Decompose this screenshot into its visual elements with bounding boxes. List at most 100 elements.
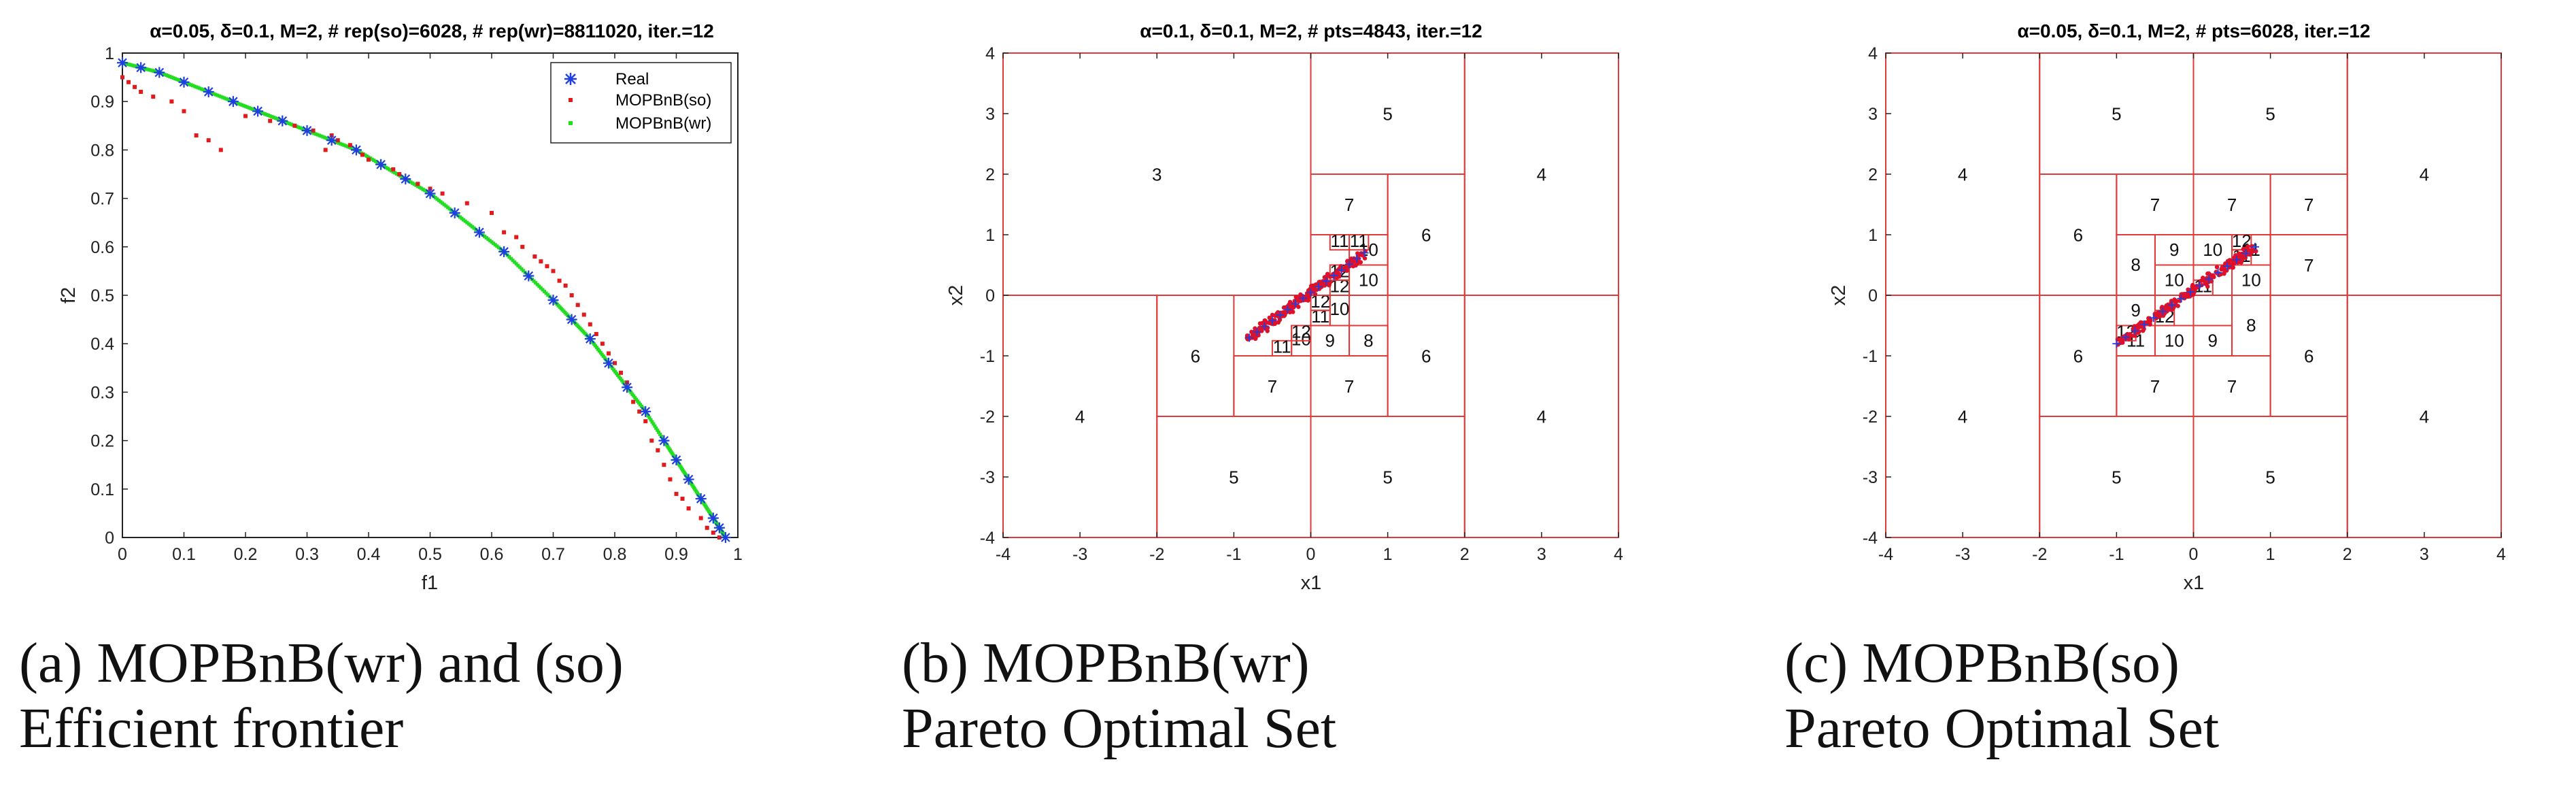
cell-label: 5 (1383, 467, 1392, 487)
wr-point (617, 375, 621, 379)
so-point (502, 230, 507, 235)
wr-point (349, 146, 353, 150)
chart-0-xtick-label: 0.7 (541, 545, 565, 564)
chart-0-ytick-label: 0.8 (90, 141, 114, 160)
so-point (520, 244, 525, 249)
wr-point (650, 420, 654, 424)
wr-point (175, 78, 179, 82)
so-point (243, 114, 248, 118)
cell-label: 11 (1311, 306, 1329, 327)
solution-point (2231, 261, 2237, 266)
wr-point (492, 242, 496, 246)
chart-frontier: α=0.05, δ=0.1, M=2, # rep(so)=6028, # re… (58, 20, 743, 594)
cell-label: 7 (2150, 195, 2160, 215)
wr-point (186, 82, 190, 86)
chart-2-ytick-label: 2 (1868, 165, 1878, 184)
wr-point (629, 391, 633, 395)
wr-point (522, 269, 526, 273)
wr-point (243, 104, 248, 108)
wr-point (342, 143, 346, 147)
solution-point (1358, 260, 1363, 265)
wr-point (196, 86, 200, 90)
chart-0-ytick-label: 0.9 (90, 93, 114, 112)
chart-b-ylabel: x2 (945, 285, 967, 306)
chart-pareto-wr: α=0.1, δ=0.1, M=2, # pts=4843, iter.=12 … (945, 20, 1623, 594)
legend-box (550, 62, 732, 144)
wr-point (639, 404, 643, 408)
solution-point (2223, 261, 2228, 266)
real-point (1276, 311, 1285, 320)
wr-point (301, 127, 305, 131)
wr-point (421, 187, 425, 191)
real-point (2167, 301, 2176, 310)
wr-point (656, 428, 660, 432)
cell-label: 4 (2420, 406, 2429, 427)
chart-1-xtick-label: 2 (1460, 545, 1470, 564)
wr-point (483, 235, 487, 239)
wr-point (651, 422, 656, 426)
chart-2-xtick-label: -3 (1955, 545, 1970, 564)
real-point (1337, 265, 1346, 274)
so-point (551, 269, 556, 274)
real-point (523, 270, 535, 282)
wr-point (535, 282, 539, 286)
wr-point (337, 141, 341, 145)
so-point (656, 448, 660, 452)
solution-point (1362, 256, 1368, 261)
wr-point (424, 189, 428, 193)
chart-0-ytick-label: 0.6 (90, 238, 114, 257)
chart-1-ytick-label: -3 (980, 468, 995, 487)
wr-point (600, 352, 604, 357)
solution-point (1244, 333, 1250, 338)
wr-point (321, 135, 325, 139)
wr-point (437, 199, 441, 203)
real-point (154, 67, 165, 78)
chart-1-xtick-label: 0 (1306, 545, 1316, 564)
chart-0-ytick-label: 0 (105, 529, 114, 548)
wr-point (198, 86, 202, 90)
caption-a-line1: (a) MOPBnB(wr) and (so) (19, 631, 624, 695)
wr-point (340, 142, 344, 146)
wr-point (393, 171, 397, 175)
chart-0-ytick-label: 0.2 (90, 432, 114, 451)
so-point (557, 278, 562, 283)
solution-point (1351, 264, 1356, 269)
wr-point (653, 424, 657, 428)
wr-point (409, 180, 413, 184)
cell-label: 6 (2073, 346, 2083, 366)
solution-point (1283, 310, 1288, 316)
wr-point (271, 116, 275, 120)
chart-2-ytick-label: 0 (1868, 286, 1878, 305)
wr-point (384, 165, 388, 169)
so-point (514, 235, 519, 239)
cell-label: 10 (2241, 269, 2261, 290)
so-point (139, 89, 143, 94)
solution-point (2211, 274, 2216, 280)
wr-point (603, 356, 607, 360)
wr-point (165, 73, 169, 78)
wr-point (367, 155, 371, 159)
wr-point (169, 76, 173, 80)
wr-point (647, 416, 651, 420)
wr-point (611, 366, 615, 370)
chart-2-xtick-label: 3 (2420, 545, 2429, 564)
cell-label: 10 (2165, 269, 2184, 290)
wr-point (298, 126, 302, 130)
real-point (277, 115, 288, 127)
wr-point (493, 243, 497, 247)
wr-point (192, 84, 197, 88)
wr-point (495, 244, 499, 248)
so-point (711, 530, 715, 535)
wr-point (472, 226, 476, 230)
cell-label: 4 (1958, 406, 1967, 427)
chart-2-xtick-label: 0 (2189, 545, 2199, 564)
wr-point (458, 215, 462, 219)
chart-a-legend: Real MOPBnB(so) MOPBnB(wr) (550, 62, 732, 144)
cell-label: 9 (2131, 300, 2140, 320)
so-point (348, 143, 352, 148)
real-point (2121, 333, 2130, 342)
solution-point (2188, 294, 2192, 299)
real-point (2149, 314, 2158, 322)
cell-label: 12 (1291, 321, 1311, 342)
solution-point (2172, 297, 2177, 302)
